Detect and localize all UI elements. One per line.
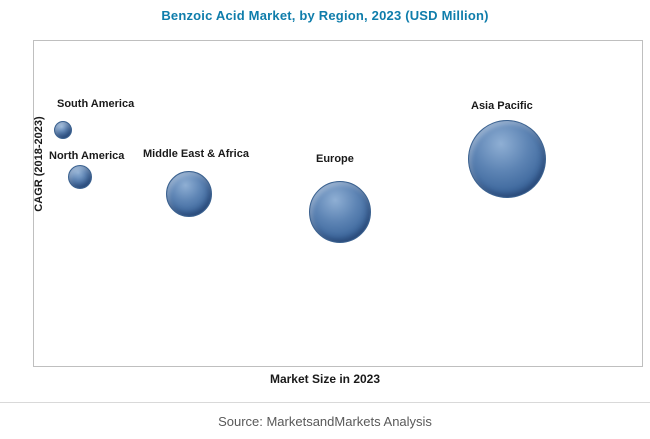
bubble-label-north-america: North America [49,150,125,162]
bubble-label-asia-pacific: Asia Pacific [471,100,533,112]
bubble-south-america [54,121,72,139]
footer-divider [0,402,650,403]
bubble-asia-pacific [468,120,546,198]
x-axis-label: Market Size in 2023 [269,372,381,386]
source-attribution: Source: MarketsandMarkets Analysis [218,414,432,429]
bubble-label-south-america: South America [57,98,135,110]
bubble-middle-east-africa [166,171,212,217]
bubble-north-america [68,165,92,189]
y-axis-label: CAGR (2018-2023) [33,116,45,212]
bubble-europe [309,181,371,243]
bubble-label-middle-east-africa: Middle East & Africa [143,148,249,160]
bubble-label-europe: Europe [316,153,354,165]
chart-title: Benzoic Acid Market, by Region, 2023 (US… [161,8,489,23]
